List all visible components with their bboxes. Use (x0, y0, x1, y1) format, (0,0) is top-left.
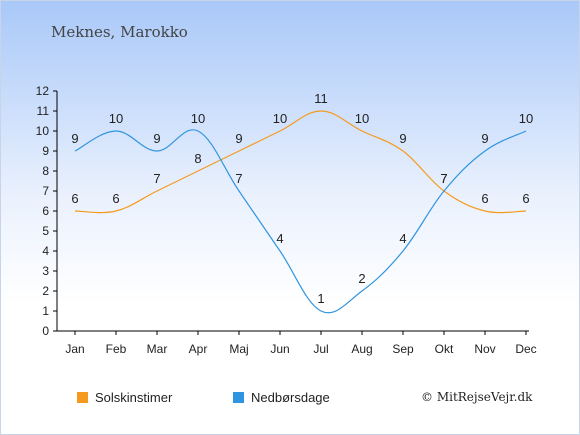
data-label-solskinstimer: 6 (71, 191, 78, 206)
data-label-nedborsdage: 4 (276, 231, 283, 246)
y-tick-label: 4 (42, 244, 49, 258)
x-tick-label: Aug (351, 342, 372, 356)
y-tick-label: 7 (42, 184, 49, 198)
x-tick-label: Jan (65, 342, 84, 356)
y-tick-label: 3 (42, 264, 49, 278)
x-tick-label: Dec (515, 342, 536, 356)
legend-swatch-nedborsdage (233, 392, 244, 403)
data-label-nedborsdage: 4 (399, 231, 406, 246)
data-label-solskinstimer: 8 (194, 151, 201, 166)
x-tick-label: Sep (392, 342, 414, 356)
y-tick-label: 10 (36, 124, 50, 138)
series-line-nedborsdage (74, 129, 527, 314)
data-label-solskinstimer: 11 (314, 91, 328, 106)
y-tick-label: 11 (37, 104, 50, 118)
data-label-solskinstimer: 7 (440, 171, 447, 186)
data-label-solskinstimer: 10 (355, 111, 369, 126)
y-tick-label: 5 (42, 224, 49, 238)
y-tick-label: 2 (42, 284, 49, 298)
data-label-nedborsdage: 9 (481, 131, 488, 146)
x-tick-label: Okt (435, 342, 454, 356)
series-line-solskinstimer (74, 110, 527, 214)
data-label-nedborsdage: 7 (235, 171, 242, 186)
x-tick-label: Mar (147, 342, 168, 356)
data-label-nedborsdage: 10 (519, 111, 533, 126)
data-label-solskinstimer: 7 (153, 171, 160, 186)
x-tick-label: Jul (313, 342, 328, 356)
y-tick-label: 0 (42, 324, 49, 338)
data-label-solskinstimer: 9 (235, 131, 242, 146)
data-label-nedborsdage: 1 (317, 291, 324, 306)
legend-label-solskinstimer: Solskinstimer (95, 390, 173, 405)
data-label-solskinstimer: 10 (273, 111, 287, 126)
y-tick-label: 6 (42, 204, 49, 218)
chart-title: Meknes, Marokko (51, 23, 188, 41)
y-tick-label: 9 (42, 144, 49, 158)
y-tick-label: 1 (42, 304, 49, 318)
legend-item-nedborsdage: Nedbørsdage (233, 390, 330, 405)
legend-item-solskinstimer: Solskinstimer (77, 390, 172, 405)
data-label-nedborsdage: 10 (191, 111, 205, 126)
data-label-solskinstimer: 6 (522, 191, 529, 206)
legend-swatch-solskinstimer (77, 392, 88, 403)
data-label-solskinstimer: 9 (399, 131, 406, 146)
copyright-text[interactable]: © MitRejseVejr.dk (421, 390, 533, 404)
y-tick-label: 8 (42, 164, 49, 178)
x-tick-label: Jun (270, 342, 289, 356)
x-tick-label: Maj (229, 342, 248, 356)
legend-label-nedborsdage: Nedbørsdage (251, 390, 330, 405)
data-label-nedborsdage: 9 (153, 131, 160, 146)
x-tick-label: Feb (106, 342, 127, 356)
series-lines (74, 110, 527, 314)
data-label-nedborsdage: 2 (358, 271, 365, 286)
data-label-solskinstimer: 6 (481, 191, 488, 206)
data-label-solskinstimer: 6 (112, 191, 119, 206)
data-label-nedborsdage: 10 (109, 111, 123, 126)
x-tick-label: Nov (474, 342, 495, 356)
x-tick-label: Apr (189, 342, 208, 356)
data-label-nedborsdage: 7 (440, 171, 447, 186)
y-tick-label: 12 (36, 84, 50, 98)
data-label-nedborsdage: 9 (71, 131, 78, 146)
